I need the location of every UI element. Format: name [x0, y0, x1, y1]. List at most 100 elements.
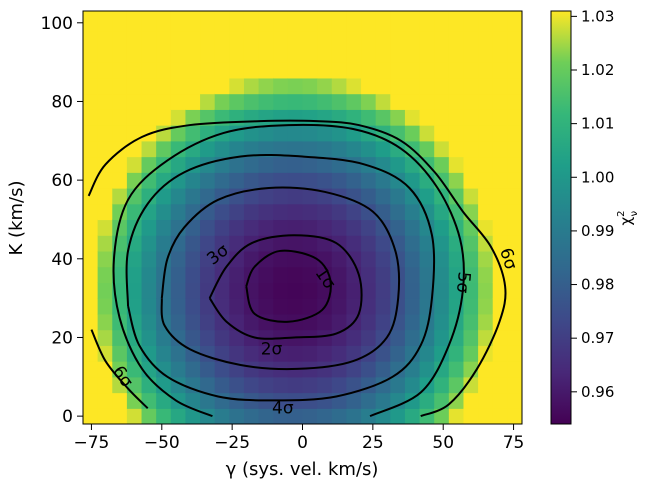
heatmap-cell	[214, 376, 230, 394]
heatmap-cell	[141, 235, 157, 252]
heatmap-cell	[141, 329, 157, 346]
heatmap-cell	[170, 11, 187, 16]
heatmap-cell	[419, 250, 435, 268]
heatmap-cell	[331, 250, 347, 268]
heatmap-cell	[156, 219, 172, 236]
heatmap-cell	[492, 140, 508, 158]
contour-line	[112, 123, 465, 418]
heatmap-cell	[375, 172, 391, 189]
heatmap-cell	[331, 14, 347, 32]
heatmap-cell	[463, 62, 479, 79]
heatmap-cell	[97, 266, 113, 283]
heatmap-cell	[287, 172, 304, 189]
heatmap-cell	[273, 172, 289, 189]
heatmap-cell	[448, 62, 465, 79]
contour-label: 5σ	[452, 271, 474, 294]
heatmap-cell	[390, 93, 406, 110]
heatmap-cell	[317, 203, 333, 221]
heatmap-cell	[331, 298, 347, 315]
heatmap-cell	[287, 62, 304, 79]
heatmap-cell	[507, 329, 522, 346]
heatmap-cell	[419, 235, 435, 252]
heatmap-cell	[156, 46, 172, 63]
heatmap-cell	[390, 203, 406, 221]
heatmap-cell	[346, 93, 362, 110]
heatmap-cell	[83, 298, 99, 315]
heatmap-cell	[375, 30, 391, 47]
heatmap-cell	[243, 408, 260, 424]
heatmap-cell	[361, 14, 377, 32]
heatmap-cell	[434, 376, 450, 394]
heatmap-cell	[273, 298, 289, 315]
heatmap-cell	[229, 14, 245, 32]
heatmap-cell	[419, 30, 435, 47]
heatmap-cell	[97, 77, 113, 95]
heatmap-cell	[185, 11, 201, 16]
heatmap-cell	[273, 11, 289, 16]
heatmap-cell	[361, 172, 377, 189]
heatmap-cell	[97, 140, 113, 158]
heatmap-cell	[258, 282, 274, 299]
y-axis-label: K (km/s)	[6, 181, 27, 256]
heatmap-cell	[170, 125, 187, 142]
heatmap-cell	[185, 282, 201, 299]
heatmap-cell	[463, 93, 479, 110]
heatmap-cell	[83, 329, 99, 346]
colorbar-tick-label: 1.01	[581, 115, 614, 133]
heatmap-cell	[507, 235, 522, 252]
x-tick-label: 75	[503, 433, 525, 453]
heatmap-cell	[243, 313, 260, 331]
heatmap-cell	[463, 77, 479, 95]
heatmap-cell	[478, 188, 494, 205]
heatmap-cell	[317, 11, 333, 16]
heatmap-cell	[434, 93, 450, 110]
heatmap-cell	[434, 282, 450, 299]
heatmap-cell	[317, 140, 333, 158]
heatmap-cell	[448, 140, 465, 158]
heatmap-cell	[478, 266, 494, 283]
heatmap-cell	[83, 62, 99, 79]
heatmap-cell	[126, 408, 143, 424]
heatmap-cell	[185, 156, 201, 173]
heatmap-cell	[302, 282, 318, 299]
heatmap-cell	[404, 62, 421, 79]
heatmap-cell	[478, 235, 494, 252]
heatmap-cell	[492, 109, 508, 126]
heatmap-cell	[229, 266, 245, 283]
heatmap-cell	[492, 250, 508, 268]
heatmap-cell	[302, 266, 318, 283]
heatmap-cell	[214, 93, 230, 110]
heatmap-cell	[390, 109, 406, 126]
heatmap-cell	[317, 408, 333, 424]
heatmap-cell	[463, 345, 479, 362]
x-tick-label: −25	[214, 433, 250, 453]
heatmap-cell	[243, 250, 260, 268]
heatmap-cell	[419, 172, 435, 189]
heatmap-cell	[185, 109, 201, 126]
heatmap-cell	[229, 30, 245, 47]
heatmap-cell	[83, 345, 99, 362]
heatmap-cell	[375, 109, 391, 126]
heatmap-cell	[97, 250, 113, 268]
heatmap-cell	[83, 93, 99, 110]
heatmap-cell	[170, 329, 187, 346]
heatmap-cell	[331, 62, 347, 79]
heatmap-cell	[200, 46, 216, 63]
heatmap-cell	[170, 109, 187, 126]
heatmap-cell	[229, 11, 245, 16]
heatmap-cell	[448, 188, 465, 205]
heatmap-cell	[170, 77, 187, 95]
heatmap-cell	[361, 392, 377, 409]
heatmap-cell	[434, 298, 450, 315]
heatmap-cell	[404, 77, 421, 95]
heatmap-cell	[156, 11, 172, 16]
heatmap-cell	[361, 235, 377, 252]
heatmap-cell	[141, 188, 157, 205]
heatmap-cell	[463, 266, 479, 283]
heatmap-cell	[361, 77, 377, 95]
heatmap-cell	[126, 156, 143, 173]
heatmap-cell	[346, 109, 362, 126]
heatmap-cell	[390, 11, 406, 16]
heatmap-cell	[258, 219, 274, 236]
heatmap-cell	[375, 14, 391, 32]
